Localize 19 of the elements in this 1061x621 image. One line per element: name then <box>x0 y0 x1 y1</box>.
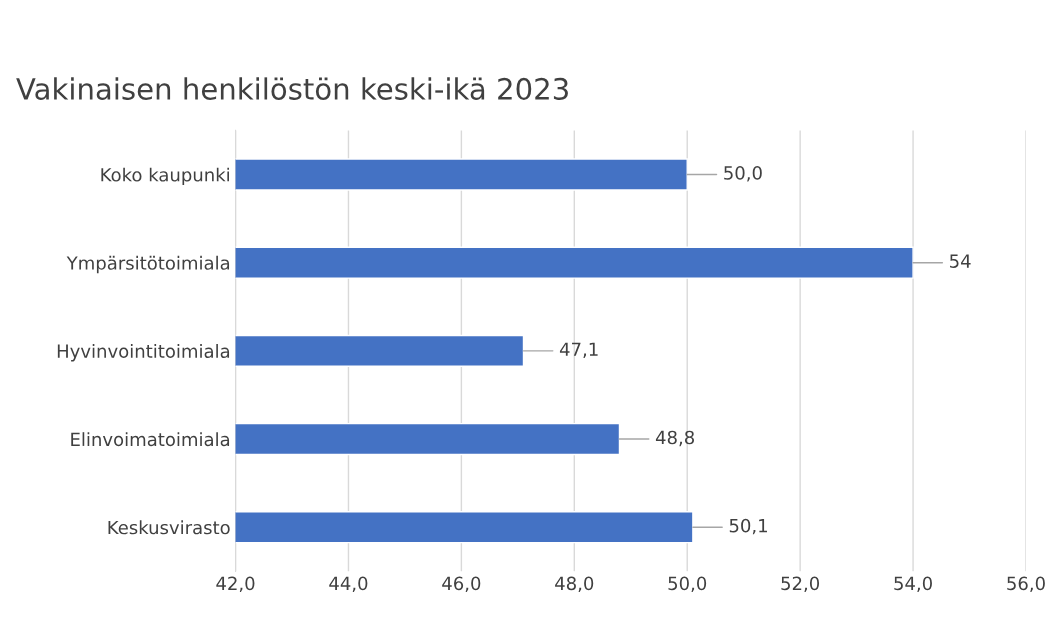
y-tick-label: Keskusvirasto <box>108 520 230 535</box>
x-tick-label: 46,0 <box>442 576 481 592</box>
y-tick-label: Hyvinvointitoimiala <box>57 344 230 362</box>
y-tick-label: Ympärsitötoimiala <box>66 255 230 274</box>
data-label: 54 <box>950 254 971 268</box>
x-tick-label: 56,0 <box>1007 576 1045 592</box>
x-tick-label: 54,0 <box>894 576 932 592</box>
x-tick-label: 48,0 <box>555 576 594 592</box>
data-label: 47,1 <box>559 342 598 358</box>
y-tick-label: Koko kaupunki <box>101 167 229 186</box>
data-label: 48,8 <box>655 430 695 447</box>
y-tick-label: Elinvoimatoimiala <box>71 432 230 447</box>
x-tick-label: 52,0 <box>781 576 820 592</box>
x-tick-label: 50,0 <box>668 576 707 592</box>
data-label: 50,0 <box>724 166 762 182</box>
x-tick-label: 44,0 <box>329 576 368 592</box>
chart-title: Vakinaisen henkilöstön keski-ikä 2023 <box>16 77 568 100</box>
data-label: 50,1 <box>729 518 767 535</box>
x-tick-label: 42,0 <box>216 576 255 592</box>
